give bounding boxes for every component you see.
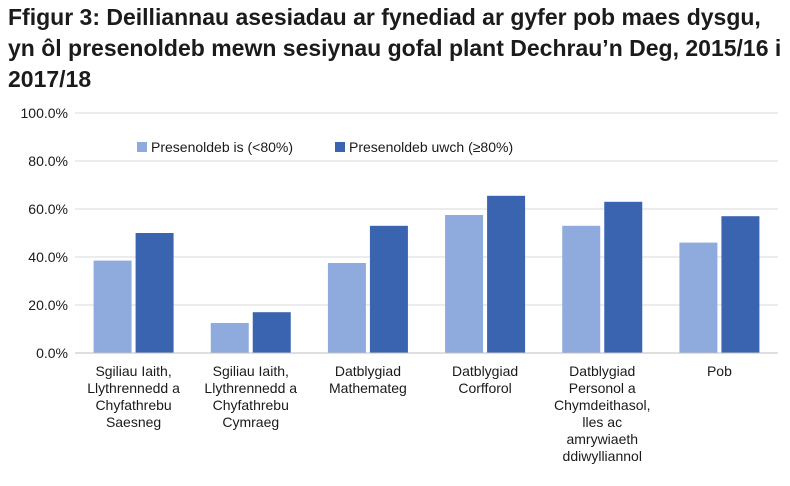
x-tick-label: Pob <box>707 363 732 379</box>
bar <box>679 242 718 353</box>
y-tick-label: 60.0% <box>28 201 68 217</box>
bar <box>562 225 601 353</box>
x-tick-label: Datblygiad Corfforol <box>452 363 518 396</box>
bar <box>210 323 249 353</box>
bar <box>604 201 643 353</box>
bars <box>93 195 760 353</box>
x-tick-label: Datblygiad Mathemateg <box>329 363 407 396</box>
bar <box>721 216 760 353</box>
bar <box>445 215 484 353</box>
bar <box>135 233 174 353</box>
y-tick-label: 80.0% <box>28 153 68 169</box>
bar <box>252 312 291 353</box>
y-tick-label: 0.0% <box>36 345 68 361</box>
bar <box>93 260 132 353</box>
legend: Presenoldeb is (<80%) Presenoldeb uwch (≥… <box>137 139 513 155</box>
chart-title: Ffigur 3: Deilliannau asesiadau ar fyned… <box>8 4 782 92</box>
x-tick-label: Datblygiad Personol a Chymdeithasol, lles a… <box>554 363 651 464</box>
legend-label: Presenoldeb is (<80%) <box>151 139 293 155</box>
bar <box>487 195 526 353</box>
legend-label: Presenoldeb uwch (≥80%) <box>349 139 513 155</box>
x-axis: Sgiliau Iaith, Llythrennedd a Chyfathrebu S… <box>75 352 778 464</box>
y-tick-label: 40.0% <box>28 249 68 265</box>
x-tick-label: Sgiliau Iaith, Llythrennedd a Chyfathrebu C… <box>204 363 297 430</box>
y-tick-label: 100.0% <box>21 105 68 121</box>
legend-swatch <box>137 142 147 152</box>
y-tick-label: 20.0% <box>28 297 68 313</box>
bar <box>327 263 366 353</box>
bar <box>369 225 408 353</box>
x-tick-label: Sgiliau Iaith, Llythrennedd a Chyfathrebu S… <box>87 363 180 430</box>
legend-swatch <box>335 142 345 152</box>
gridlines <box>75 112 778 306</box>
y-axis: 0.0% 20.0% 40.0% 60.0% 80.0% 100.0% <box>21 105 68 361</box>
